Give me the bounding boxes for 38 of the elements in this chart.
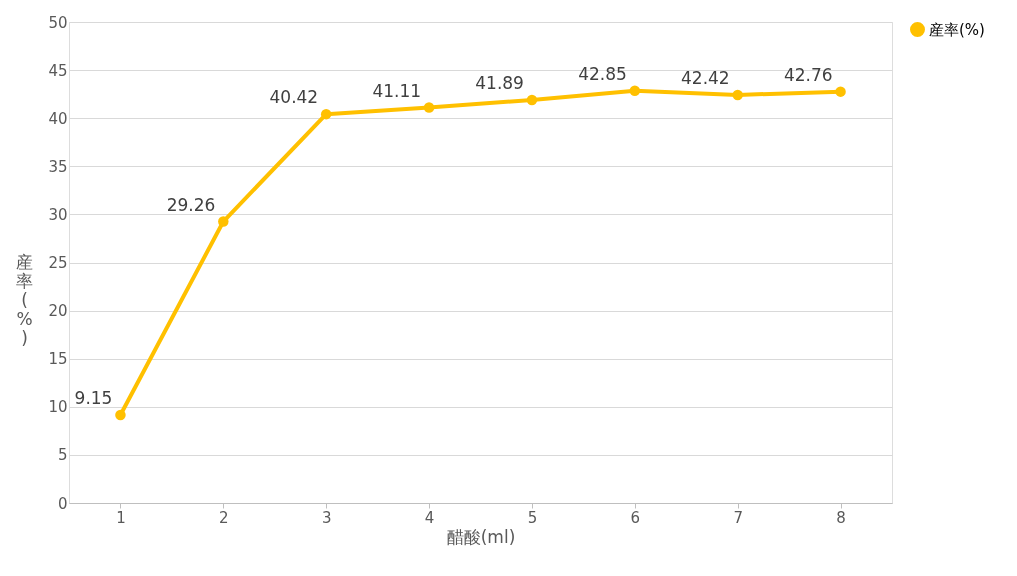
y-tick-label: 30 bbox=[48, 205, 68, 224]
y-axis-title: 産率(%) bbox=[16, 252, 33, 348]
data-label: 42.85 bbox=[578, 63, 627, 84]
data-label: 42.76 bbox=[783, 64, 833, 85]
data-label: 29.26 bbox=[166, 194, 216, 215]
data-label: 9.15 bbox=[74, 387, 113, 408]
x-axis-title: 醋酸(ml) bbox=[446, 526, 516, 547]
y-tick-label: 25 bbox=[48, 254, 68, 272]
y-tick-label: 20 bbox=[48, 302, 68, 321]
y-tick-label: 0 bbox=[57, 494, 68, 513]
data-label: 40.42 bbox=[269, 87, 319, 108]
x-tick-label: 2 bbox=[219, 508, 229, 527]
x-tick-label: 1 bbox=[116, 508, 126, 527]
point bbox=[218, 216, 229, 227]
data-label: 42.42 bbox=[681, 67, 730, 88]
legend-label: 産率(%) bbox=[929, 20, 985, 39]
x-tick-label: 8 bbox=[836, 508, 846, 527]
y-tick-label: 5 bbox=[57, 446, 68, 465]
y-tick-label: 35 bbox=[48, 157, 68, 176]
point bbox=[423, 102, 435, 113]
data-label: 41.89 bbox=[475, 73, 524, 94]
y-tick-label: 45 bbox=[48, 61, 68, 80]
y-tick-label: 15 bbox=[48, 350, 68, 369]
y-tick-label: 10 bbox=[48, 398, 68, 417]
data-label: 41.11 bbox=[372, 80, 422, 101]
x-tick-label: 3 bbox=[321, 508, 332, 527]
point bbox=[526, 94, 538, 106]
x-tick-label: 6 bbox=[630, 508, 641, 527]
point bbox=[629, 85, 641, 97]
point bbox=[835, 86, 846, 97]
point bbox=[320, 108, 332, 120]
point bbox=[115, 409, 126, 421]
x-tick-label: 4 bbox=[424, 508, 435, 527]
x-tick-label: 7 bbox=[733, 508, 743, 527]
y-tick-label: 40 bbox=[48, 109, 68, 128]
point bbox=[732, 89, 743, 101]
y-tick-label: 50 bbox=[48, 13, 68, 32]
x-tick-label: 5 bbox=[527, 508, 538, 527]
